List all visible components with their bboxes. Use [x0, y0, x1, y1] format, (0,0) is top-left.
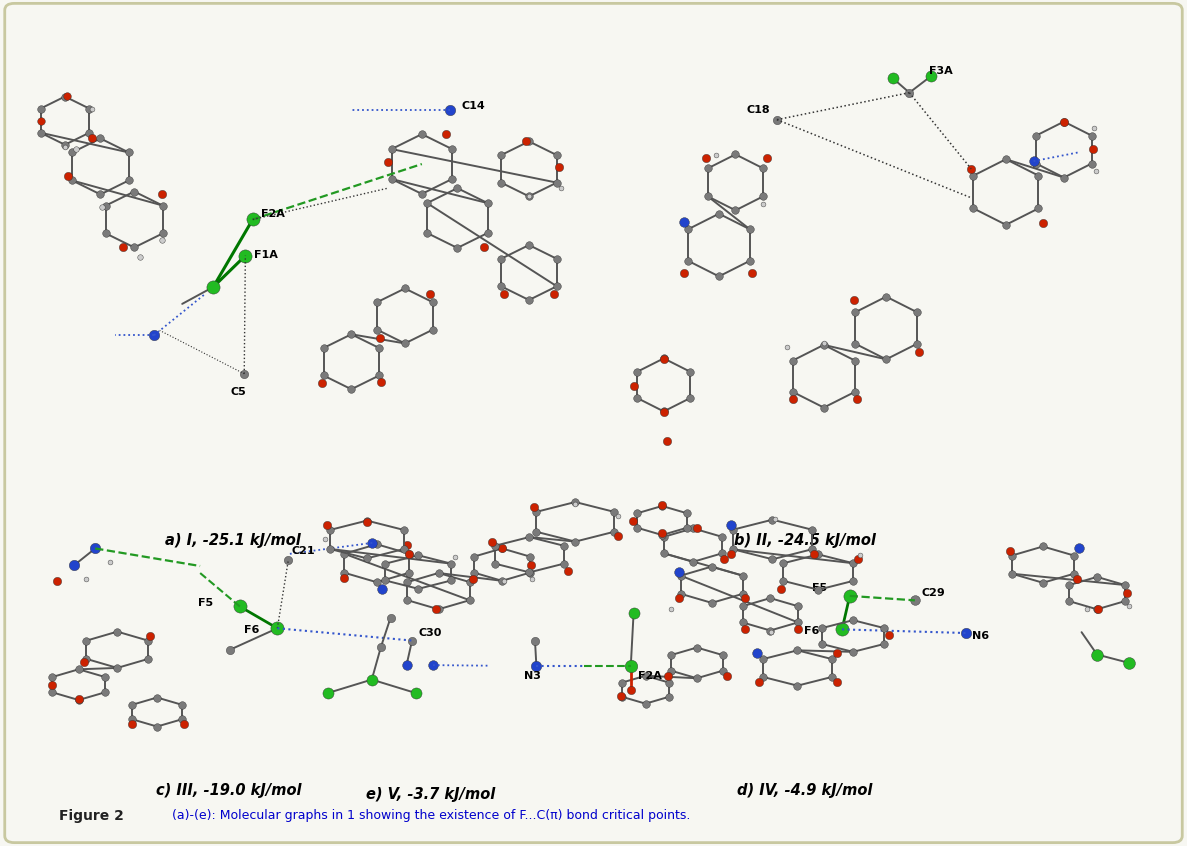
- FancyBboxPatch shape: [5, 3, 1182, 843]
- Text: N3: N3: [525, 672, 541, 681]
- Text: F1A: F1A: [254, 250, 278, 261]
- Text: C29: C29: [921, 588, 945, 597]
- Text: F2A: F2A: [261, 208, 285, 218]
- Text: a) I, -25.1 kJ/mol: a) I, -25.1 kJ/mol: [165, 533, 300, 548]
- Text: F6: F6: [805, 626, 820, 636]
- Text: F6: F6: [245, 625, 260, 635]
- Text: Figure 2: Figure 2: [59, 809, 123, 822]
- Text: C18: C18: [747, 105, 770, 115]
- Text: F5: F5: [812, 583, 827, 592]
- Text: d) IV, -4.9 kJ/mol: d) IV, -4.9 kJ/mol: [737, 783, 872, 798]
- Text: C14: C14: [462, 101, 485, 111]
- Text: b) II, -24.5 kJ/mol: b) II, -24.5 kJ/mol: [734, 533, 876, 548]
- Text: F5: F5: [198, 598, 214, 608]
- Text: c) III, -19.0 kJ/mol: c) III, -19.0 kJ/mol: [155, 783, 301, 798]
- Text: C5: C5: [230, 387, 247, 397]
- Text: e) V, -3.7 kJ/mol: e) V, -3.7 kJ/mol: [367, 787, 495, 802]
- Text: F3A: F3A: [928, 66, 952, 76]
- Text: N6: N6: [972, 631, 990, 641]
- Text: (a)-(e): Molecular graphs in 1 showing the existence of F...C(π) bond critical p: (a)-(e): Molecular graphs in 1 showing t…: [172, 809, 691, 822]
- Text: C21: C21: [291, 547, 315, 557]
- Text: C30: C30: [419, 628, 442, 638]
- Text: F2A: F2A: [637, 672, 661, 681]
